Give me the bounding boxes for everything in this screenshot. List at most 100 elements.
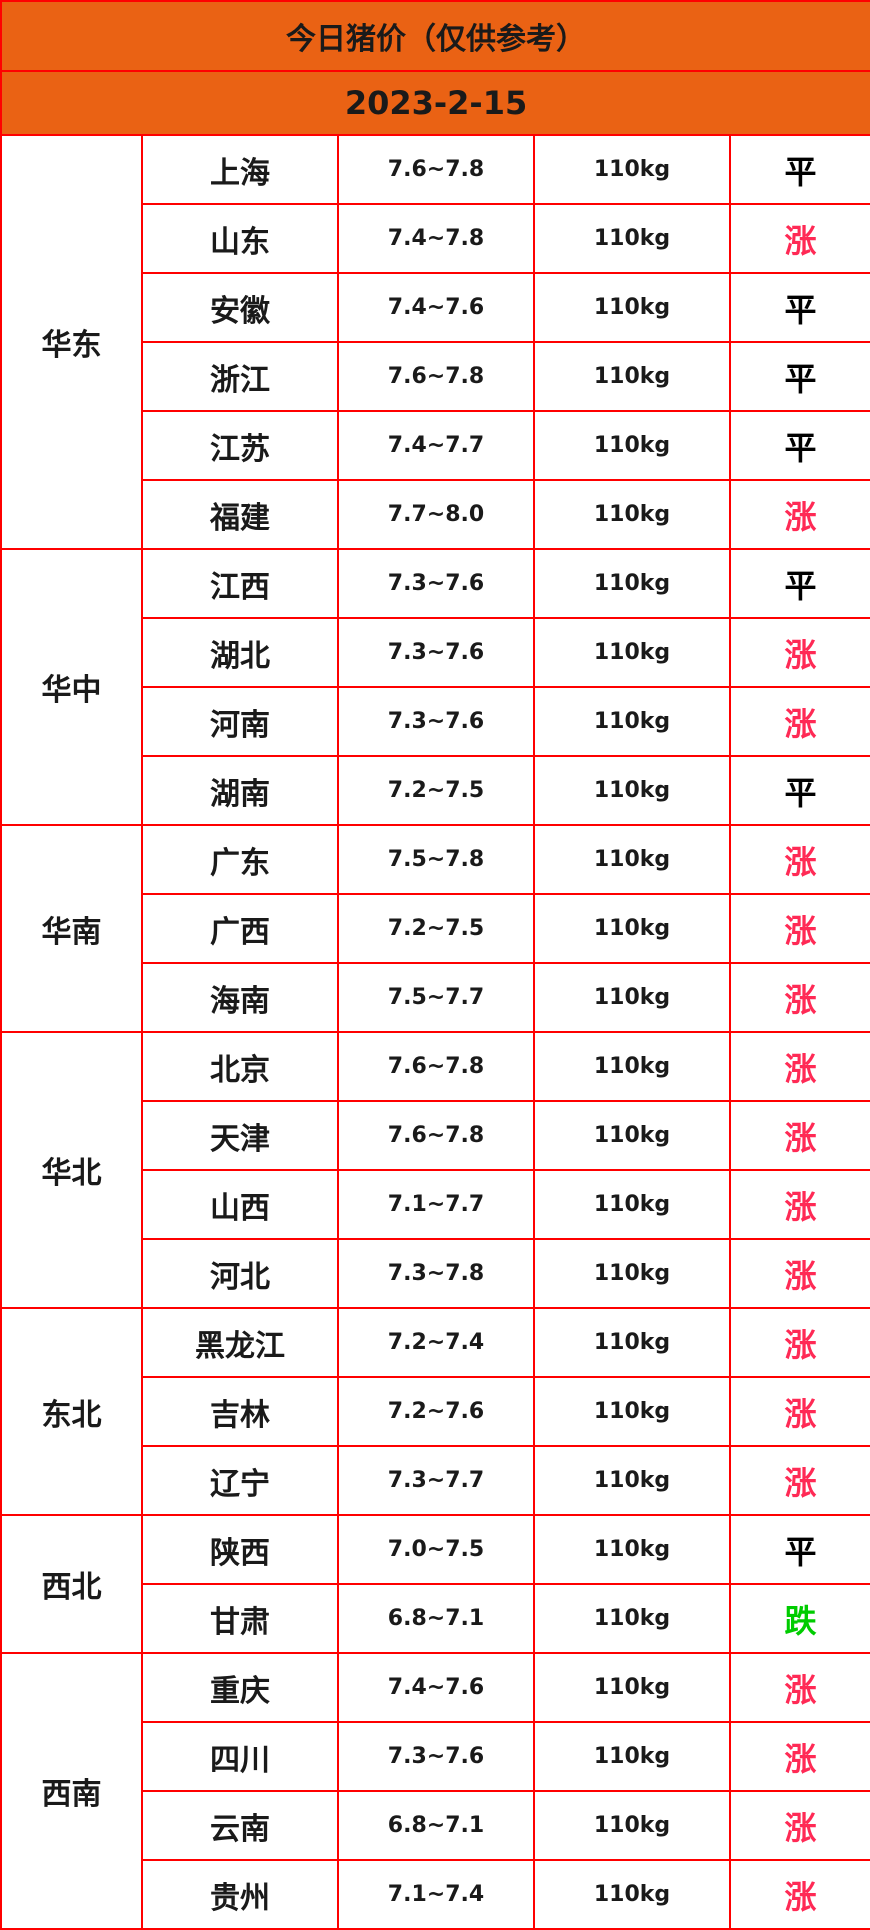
weight-cell: 110kg [533,1307,731,1378]
weight-cell: 110kg [533,203,731,274]
trend-cell: 涨 [728,893,870,964]
province-cell: 甘肃 [141,1583,339,1654]
table-row: 吉林 7.2~7.6 110kg 涨 [1,1376,870,1447]
table-row: 河南 7.3~7.6 110kg 涨 [1,686,870,757]
table-row: 山东 7.4~7.8 110kg 涨 [1,203,870,274]
price-cell: 7.4~7.6 [337,1652,535,1723]
province-cell: 辽宁 [141,1445,339,1516]
trend-cell: 平 [728,134,870,205]
weight-cell: 110kg [533,893,731,964]
province-cell: 河北 [141,1238,339,1309]
weight-cell: 110kg [533,410,731,481]
trend-cell: 平 [728,341,870,412]
table-row: 天津 7.6~7.8 110kg 涨 [1,1100,870,1171]
province-cell: 上海 [141,134,339,205]
weight-cell: 110kg [533,1721,731,1792]
price-cell: 7.2~7.5 [337,893,535,964]
province-cell: 陕西 [141,1514,339,1585]
trend-cell: 平 [728,1514,870,1585]
table-row: 浙江 7.6~7.8 110kg 平 [1,341,870,412]
trend-cell: 涨 [728,1790,870,1861]
trend-cell: 涨 [728,203,870,274]
price-cell: 7.2~7.5 [337,755,535,826]
trend-cell: 涨 [728,1307,870,1378]
region-cell: 华中 [0,548,143,826]
region-cell: 东北 [0,1307,143,1516]
province-cell: 黑龙江 [141,1307,339,1378]
weight-cell: 110kg [533,686,731,757]
trend-cell: 平 [728,548,870,619]
table-row: 华南 广东 7.5~7.8 110kg 涨 [0,824,870,1033]
province-cell: 贵州 [141,1859,339,1930]
trend-cell: 涨 [728,962,870,1033]
weight-cell: 110kg [533,479,731,550]
weight-cell: 110kg [533,134,731,205]
price-cell: 7.1~7.4 [337,1859,535,1930]
price-cell: 6.8~7.1 [337,1583,535,1654]
province-cell: 山东 [141,203,339,274]
price-cell: 7.1~7.7 [337,1169,535,1240]
weight-cell: 110kg [533,1514,731,1585]
date-row: 2023-2-15 [0,70,870,136]
price-cell: 7.3~7.6 [337,1721,535,1792]
province-cell: 江西 [141,548,339,619]
price-cell: 7.4~7.7 [337,410,535,481]
trend-cell: 涨 [728,1721,870,1792]
price-cell: 7.0~7.5 [337,1514,535,1585]
trend-cell: 平 [728,272,870,343]
region-cell: 华南 [0,824,143,1033]
trend-cell: 跌 [728,1583,870,1654]
price-cell: 7.3~7.8 [337,1238,535,1309]
table-row: 福建 7.7~8.0 110kg 涨 [1,479,870,550]
trend-cell: 涨 [728,1376,870,1447]
trend-cell: 涨 [728,1031,870,1102]
weight-cell: 110kg [533,1859,731,1930]
table-row: 江苏 7.4~7.7 110kg 平 [1,410,870,481]
province-cell: 吉林 [141,1376,339,1447]
region-cell: 华北 [0,1031,143,1309]
price-cell: 7.6~7.8 [337,1031,535,1102]
weight-cell: 110kg [533,1100,731,1171]
table-row: 西南 重庆 7.4~7.6 110kg 涨 [0,1652,870,1930]
province-cell: 河南 [141,686,339,757]
province-cell: 广西 [141,893,339,964]
weight-cell: 110kg [533,1238,731,1309]
trend-cell: 涨 [728,1652,870,1723]
trend-cell: 涨 [728,479,870,550]
weight-cell: 110kg [533,1652,731,1723]
price-cell: 6.8~7.1 [337,1790,535,1861]
table-row: 安徽 7.4~7.6 110kg 平 [1,272,870,343]
province-cell: 云南 [141,1790,339,1861]
weight-cell: 110kg [533,755,731,826]
weight-cell: 110kg [533,1376,731,1447]
region-cell: 华东 [0,134,143,550]
province-cell: 海南 [141,962,339,1033]
table-row: 湖北 7.3~7.6 110kg 涨 [1,617,870,688]
province-cell: 安徽 [141,272,339,343]
province-cell: 北京 [141,1031,339,1102]
price-cell: 7.3~7.6 [337,686,535,757]
trend-cell: 平 [728,410,870,481]
trend-cell: 涨 [728,1445,870,1516]
table-title: 今日猪价（仅供参考） [0,0,870,72]
table-row: 甘肃 6.8~7.1 110kg 跌 [1,1583,870,1654]
price-cell: 7.4~7.6 [337,272,535,343]
table-row: 四川 7.3~7.6 110kg 涨 [1,1721,870,1792]
price-cell: 7.6~7.8 [337,341,535,412]
province-cell: 四川 [141,1721,339,1792]
trend-cell: 涨 [728,617,870,688]
table-row: 河北 7.3~7.8 110kg 涨 [1,1238,870,1309]
weight-cell: 110kg [533,1169,731,1240]
table-row: 东北 黑龙江 7.2~7.4 110kg 涨 [0,1307,870,1516]
price-cell: 7.5~7.8 [337,824,535,895]
trend-cell: 平 [728,755,870,826]
province-cell: 重庆 [141,1652,339,1723]
table-row: 华东 上海 7.6~7.8 110kg 平 [0,134,870,550]
province-cell: 福建 [141,479,339,550]
weight-cell: 110kg [533,548,731,619]
weight-cell: 110kg [533,617,731,688]
price-cell: 7.4~7.8 [337,203,535,274]
table-row: 湖南 7.2~7.5 110kg 平 [1,755,870,826]
province-cell: 湖北 [141,617,339,688]
